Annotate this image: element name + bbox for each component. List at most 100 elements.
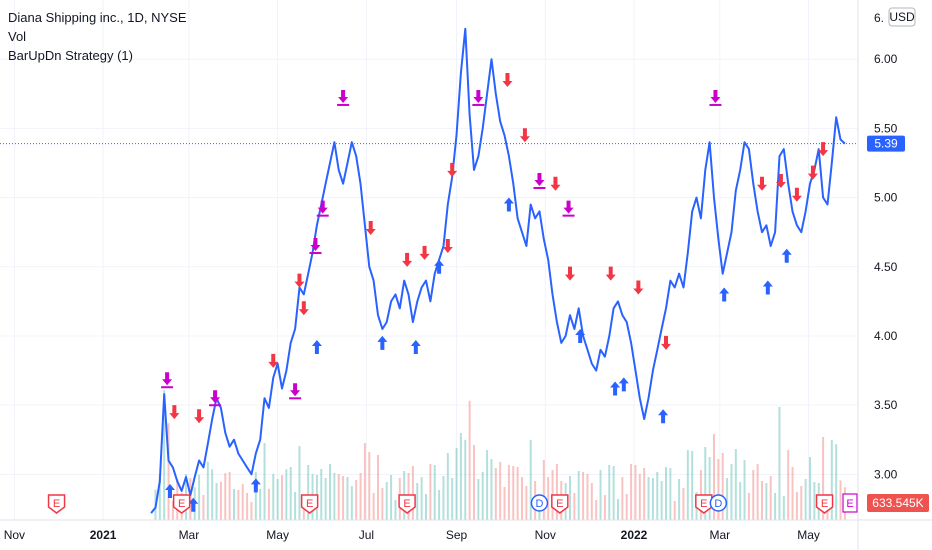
reversal-arrow [338,89,349,103]
volume-bar [569,476,571,520]
volume-bar [634,465,637,520]
sell-arrow [169,405,180,420]
event-letter: D [535,498,543,510]
volume-bar [425,494,427,520]
volume-bar [717,459,720,520]
volume-bar [211,469,214,520]
volume-bar [219,481,222,520]
y-tick-label: 3.00 [874,467,898,481]
reversal-arrow [563,200,574,214]
buy-arrow [188,497,199,512]
earnings-marker: E [398,494,416,514]
sell-marker [365,221,376,236]
buy-arrow [434,259,445,274]
sell-arrow [194,409,205,424]
buy-marker [377,335,388,350]
buy-arrow [410,340,421,355]
volume-bar [346,477,349,520]
volume-bar [237,490,240,520]
strategy-indicator-label[interactable]: BarUpDn Strategy (1) [8,48,133,63]
sell-marker [519,128,530,143]
buy-arrow [618,377,629,392]
event-letter: E [53,498,60,510]
volume-bar [298,446,301,520]
y-tick-label: 4.50 [874,260,898,274]
earnings-marker: E [815,494,834,514]
volume-bar [643,468,646,520]
sell-marker [268,353,279,368]
volume-bar [804,479,807,520]
currency-badge[interactable]: USD [888,7,916,27]
reversal-bar [709,103,722,106]
sell-arrow [519,128,530,143]
volume-bar [647,477,650,520]
volume-bar [324,478,327,520]
volume-bar [721,453,724,520]
x-tick-label: Mar [709,528,730,542]
reversal-marker [337,89,350,106]
currency-label: USD [889,10,915,24]
reversal-arrow [290,383,301,397]
volume-bar [228,472,231,520]
reversal-marker [161,372,174,389]
volume-bar [678,479,681,520]
symbol-title[interactable]: Diana Shipping inc., 1D, NYSE [8,10,187,25]
sell-arrow [298,301,309,316]
volume-bar [809,457,811,520]
volume-bar [582,472,585,520]
event-letter: E [403,498,410,510]
sell-arrow [550,176,561,191]
sell-arrow [605,266,616,281]
x-tick-label: 2021 [90,528,117,542]
sell-arrow [268,353,279,368]
volume-bar [747,493,750,520]
volume-bar [267,488,270,520]
earnings-marker: E [551,494,569,514]
time-axis[interactable]: Nov 2021 Mar May Jul Sep Nov 2022 Mar May [0,519,932,542]
volume-bar [363,443,366,520]
volume-bar [665,467,667,520]
reversal-marker [309,238,322,255]
buy-marker [503,197,514,212]
volume-bar [464,439,467,520]
reversal-marker [472,89,485,106]
volume-bar [800,486,803,520]
volume-bar [603,495,606,520]
volume-bar [621,477,624,520]
volume-bar [289,467,292,520]
sell-marker [294,273,305,288]
volume-bar [390,475,393,520]
earnings-marker: E [172,494,191,514]
top-tick-partial: 6. [874,11,884,25]
volume-bar [822,437,825,520]
volume-bar [512,466,515,520]
volume-indicator-label[interactable]: Vol [8,29,27,44]
upcoming-earnings-box [842,493,858,513]
volume-bar [617,499,619,520]
volume-bar [765,483,768,520]
reversal-bar [316,214,329,217]
price-series [150,27,846,514]
last-price-value: 5.39 [874,137,898,151]
sell-arrow [807,165,818,180]
volume-bar [656,472,659,520]
sell-marker [807,165,818,180]
volume-bar [272,473,275,520]
earnings-marker: E [695,494,713,514]
sell-arrow [502,72,513,87]
volume-bar [499,462,502,520]
buy-arrow [377,335,388,350]
volume-bar [394,500,397,520]
price-axis[interactable]: 3.00 3.50 4.00 4.50 5.00 5.50 6.00 [857,0,898,550]
buy-arrow [503,197,514,212]
volume-bar [669,468,672,520]
volume-bar [795,492,798,520]
volume-bar [708,457,711,520]
reversal-bar [289,397,302,400]
buy-marker [311,340,322,355]
x-tick-label: May [266,528,289,542]
sell-arrow [757,176,767,191]
volume-bar [198,474,201,520]
buy-marker [434,259,445,274]
